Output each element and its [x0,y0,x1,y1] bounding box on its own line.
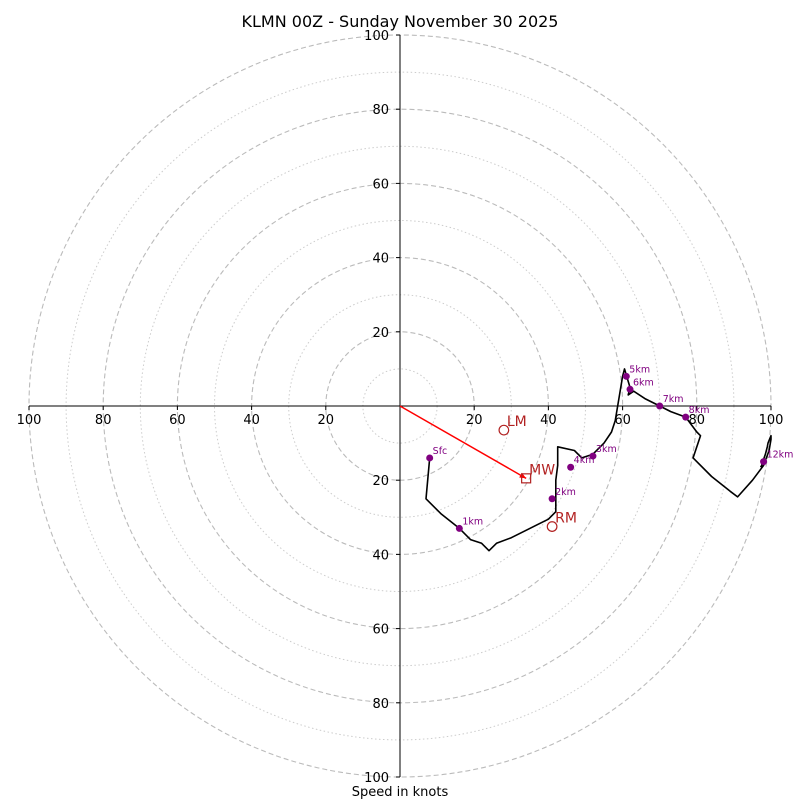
y-tick-label: 20 [372,474,389,489]
marker-label-LM: LM [507,414,527,430]
height-point-7km [656,402,664,410]
y-tick-label: 60 [372,623,389,638]
x-tick-label: 100 [17,413,42,428]
height-point-8km [682,413,690,421]
mean-wind-vector [399,405,527,479]
height-point-12km [760,458,768,466]
y-tick-label: 80 [372,103,389,118]
height-label-Sfc: Sfc [433,446,448,457]
vector-arrowhead [519,472,527,479]
x-tick-label: 40 [540,413,557,428]
x-tick-label: 80 [95,413,112,428]
y-tick-label: 60 [372,177,389,192]
x-tick-label: 100 [759,413,784,428]
marker-LM [498,424,510,436]
height-label-5km: 5km [629,364,650,375]
x-tick-label: 40 [243,413,260,428]
tick-labels: 100 80 60 40 20 20 40 60 80 100 100 80 60 40 20 20 40 60 8… [17,29,784,786]
height-label-3km: 3km [596,444,617,455]
chart-title: KLMN 00Z - Sunday November 30 2025 [242,12,559,31]
marker-label-MW: MW [529,462,555,478]
wind-trace-group [425,368,772,552]
height-label-12km: 12km [767,450,794,461]
height-point-6km [626,385,634,393]
x-tick-label: 60 [169,413,186,428]
y-tick-label: 100 [364,29,389,44]
y-tick-label: 40 [372,252,389,267]
height-point-3km [589,452,597,460]
wind-trace [425,368,772,552]
storm-motion-markers: LM MW RM [498,414,577,532]
marker-label-RM: RM [555,511,577,527]
x-axis-label: Speed in knots [352,785,449,800]
y-tick-label: 20 [372,326,389,341]
height-label-6km: 6km [633,377,654,388]
height-label-8km: 8km [689,405,710,416]
height-point-4km [567,463,575,471]
y-tick-label: 80 [372,697,389,712]
height-label-7km: 7km [663,394,684,405]
x-tick-label: 20 [318,413,335,428]
y-tick-label: 40 [372,548,389,563]
height-label-2km: 2km [555,487,576,498]
height-label-4km: 4km [574,455,595,466]
mean-wind-vector-group [399,405,527,479]
height-label-1km: 1km [462,516,483,527]
height-point-1km [455,524,463,532]
marker-MW [521,473,532,484]
x-tick-label: 60 [614,413,631,428]
height-point-2km [548,495,556,503]
marker-RM [546,521,558,532]
y-tick-label: 100 [364,771,389,786]
height-point-5km [622,372,630,380]
height-point-Sfc [426,454,434,462]
x-tick-label: 20 [466,413,483,428]
x-tick-label: 80 [689,413,706,428]
